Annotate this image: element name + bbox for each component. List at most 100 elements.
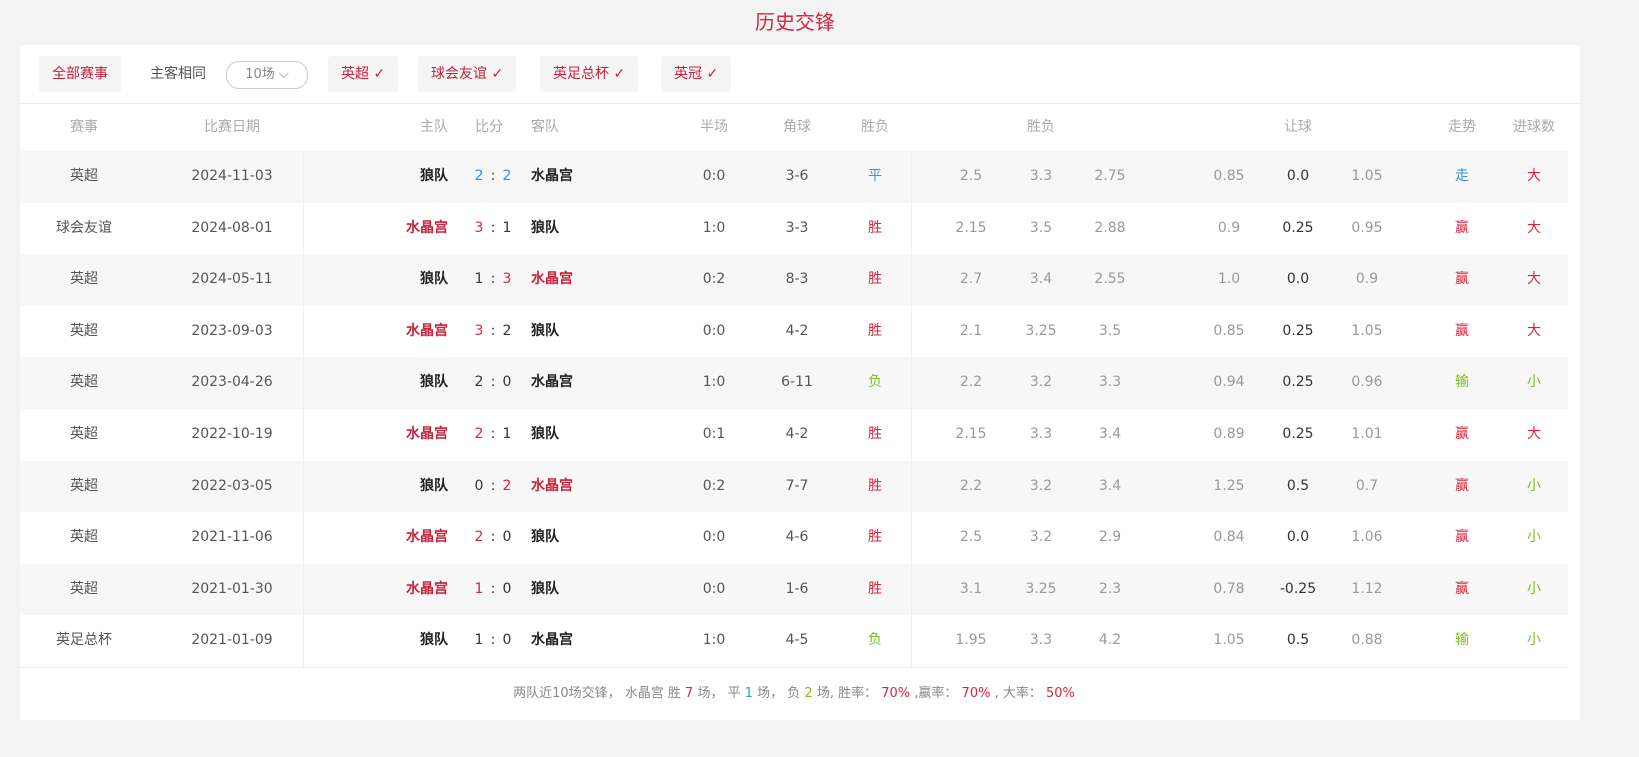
filter-chip-premier-league[interactable]: 英超 ✓ [328,56,399,92]
home-score: 3 [474,322,484,339]
away-score: 2 [502,322,512,339]
handicap-line: 0.0 [1286,529,1310,546]
table-row[interactable]: 英超 2022-03-05 狼队 0:2 水晶宫 0:2 7-7 胜 2.2 3.2 3.4 1.25… [20,460,1568,513]
home-score: 2 [474,426,484,442]
goals: 大 [1527,426,1541,442]
away-score: 1 [502,426,512,442]
filter-chip-club-friendly[interactable]: 球会友谊 ✓ [418,56,517,92]
odds-home: 2.2 [959,477,983,494]
odds-home: 2.5 [959,529,983,546]
away-team: 狼队 [531,580,559,597]
match-count-value: 10场 [245,67,275,82]
handicap-away: 0.9 [1355,271,1379,288]
odds-draw: 3.2 [1029,477,1053,494]
halftime: 0:0 [702,168,726,184]
date: 2024-11-03 [191,168,273,184]
odds-home: 2.7 [959,271,983,288]
home-score: 2 [474,529,484,546]
table-row[interactable]: 英超 2023-04-26 狼队 2:0 水晶宫 1:0 6-11 负 2.2 3.2 3.3 0.9… [20,357,1568,409]
trend: 赢 [1455,271,1469,288]
odds-away: 2.9 [1098,529,1122,546]
table-row[interactable]: 英超 2023-09-03 水晶宫 3:2 狼队 0:0 4-2 胜 2.1 3.25 3.5 0.8… [20,306,1568,358]
header-competition: 赛事 [70,119,98,135]
odds-home: 3.1 [959,580,983,597]
result: 胜 [868,477,882,494]
table-row[interactable]: 英超 2024-05-11 狼队 1:3 水晶宫 0:2 8-3 胜 2.7 3.4 2.55 1.0… [20,254,1568,306]
date: 2021-01-30 [191,580,273,597]
filter-chip-championship[interactable]: 英冠 ✓ [661,56,732,92]
home-score: 2 [474,168,484,184]
competition: 英超 [70,168,98,184]
handicap-line: 0.25 [1282,219,1314,236]
handicap-line: 0.25 [1282,374,1314,391]
away-team: 水晶宫 [531,374,573,391]
table-header: 赛事 比赛日期 主队 比分 客队 半场 角球 胜负 胜负 让球 走势 进球数 [20,103,1568,151]
summary-text: , 大率： [990,686,1046,701]
handicap-away: 0.7 [1355,477,1379,494]
trend: 输 [1455,374,1469,391]
handicap-away: 1.05 [1351,168,1383,184]
corners: 3-6 [785,168,809,184]
result: 负 [868,632,882,649]
competition: 英超 [70,580,98,597]
away-score: 2 [502,168,512,184]
header-away: 客队 [531,119,559,135]
all-competitions-button[interactable]: 全部赛事 [39,56,121,92]
table-row[interactable]: 英超 2022-10-19 水晶宫 2:1 狼队 0:1 4-2 胜 2.15 3.3 3.4 0.8… [20,409,1568,461]
goals: 大 [1527,322,1541,339]
summary-text: ,赢率： [910,686,962,701]
score-separator: : [490,168,496,184]
home-score: 1 [474,580,484,597]
home-team: 狼队 [420,168,448,184]
table-row[interactable]: 英超 2021-11-06 水晶宫 2:0 狼队 0:0 4-6 胜 2.5 3.2 2.9 0.84… [20,512,1568,564]
odds-away: 3.4 [1098,477,1122,494]
handicap-away: 0.88 [1351,632,1383,649]
summary-footer: 两队近10场交锋， 水晶宫 胜 7 场， 平 1 场， 负 2 场, 胜率： 7… [20,667,1568,720]
odds-draw: 3.3 [1029,168,1053,184]
away-team: 水晶宫 [531,632,573,649]
corners: 8-3 [785,271,809,288]
cover-rate: 70% [961,686,991,701]
column-divider [303,151,304,667]
table-row[interactable]: 球会友谊 2024-08-01 水晶宫 3:1 狼队 1:0 3-3 胜 2.15 3.5 2.88… [20,203,1568,255]
table-row[interactable]: 英足总杯 2021-01-09 狼队 1:0 水晶宫 1:0 4-5 负 1.95 3.3 4.2 1… [20,615,1568,667]
match-count-select[interactable]: 10场 ⌵ [226,61,308,89]
handicap-line: 0.5 [1286,477,1310,494]
result: 胜 [868,426,882,442]
page-title: 历史交锋 [755,10,835,34]
score-separator: : [490,426,496,442]
score-separator: : [490,219,496,236]
date: 2021-01-09 [191,632,273,649]
corners: 6-11 [781,374,813,391]
away-score: 0 [502,374,512,391]
score-separator: : [490,374,496,391]
filter-chip-fa-cup[interactable]: 英足总杯 ✓ [540,56,639,92]
handicap-away: 1.01 [1351,426,1383,442]
away-team: 狼队 [531,219,559,236]
date: 2023-04-26 [191,374,273,391]
table-row[interactable]: 英超 2021-01-30 水晶宫 1:0 狼队 0:0 1-6 胜 3.1 3.25 2.3 0.7… [20,563,1568,616]
odds-away: 2.75 [1094,168,1126,184]
result: 胜 [868,322,882,339]
handicap-home: 0.85 [1213,168,1245,184]
summary-text: 场， 负 [753,686,805,701]
score-separator: : [490,271,496,288]
home-team: 狼队 [420,632,448,649]
header-corners: 角球 [783,119,811,135]
handicap-home: 0.89 [1213,426,1245,442]
odds-home: 2.5 [959,168,983,184]
corners: 7-7 [785,477,809,494]
win-count: 7 [685,686,694,701]
competition: 英超 [70,477,98,494]
halftime: 1:0 [702,219,726,236]
odds-home: 2.15 [955,219,987,236]
same-home-away-toggle[interactable]: 主客相同 [150,66,206,82]
header-score: 比分 [475,119,503,135]
trend: 赢 [1455,529,1469,546]
header-trend: 走势 [1448,119,1476,135]
handicap-line: 0.0 [1286,271,1310,288]
away-score: 0 [502,529,512,546]
table-row[interactable]: 英超 2024-11-03 狼队 2:2 水晶宫 0:0 3-6 平 2.5 3.3 2.75 0.8… [20,151,1568,203]
away-team: 狼队 [531,529,559,546]
away-score: 0 [502,580,512,597]
